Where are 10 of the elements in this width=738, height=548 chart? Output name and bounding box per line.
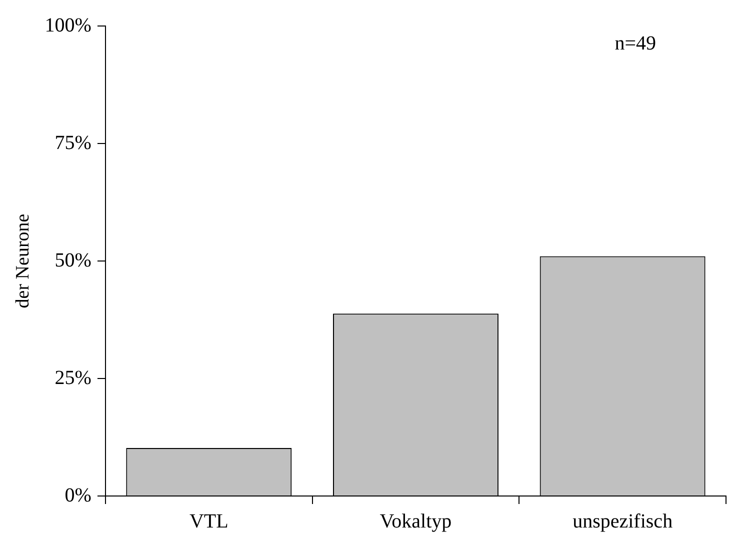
- y-tick-label: 50%: [54, 249, 92, 272]
- y-tick-label: 25%: [54, 366, 92, 389]
- y-tick-label: 75%: [54, 132, 92, 154]
- annotation: n=49: [614, 32, 656, 54]
- x-tick-label: unspezifisch: [572, 510, 673, 532]
- x-tick-label: VTL: [189, 510, 228, 532]
- x-tick-label: Vokaltyp: [380, 510, 452, 532]
- y-tick-label: 100%: [44, 14, 92, 36]
- y-tick-label: 0%: [64, 484, 92, 506]
- y-axis-title: der Neurone: [12, 214, 34, 308]
